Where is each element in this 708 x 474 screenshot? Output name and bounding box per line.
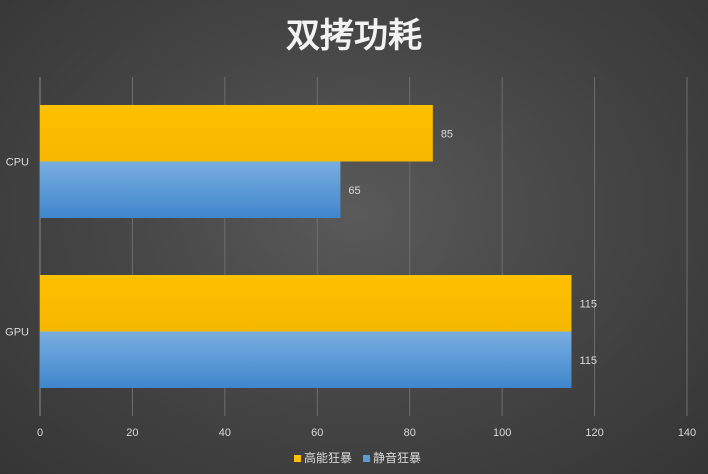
data-labels: 85 65 115 115 <box>348 128 597 367</box>
legend-swatch-0 <box>294 455 301 462</box>
x-tick-label: 0 <box>37 427 43 439</box>
data-label: 65 <box>348 185 360 197</box>
x-tick-label: 80 <box>404 427 416 439</box>
legend-label-1: 静音狂暴 <box>373 450 421 465</box>
bar-gpu-series-0 <box>40 275 572 332</box>
x-tick-label: 140 <box>678 427 696 439</box>
bar-gpu-series-1 <box>40 331 572 388</box>
x-tick-label: 120 <box>585 427 603 439</box>
legend: 高能狂暴 静音狂暴 <box>294 450 421 465</box>
y-category-label: GPU <box>5 327 29 339</box>
tick-labels: 0 20 40 60 80 100 120 140 CPU GPU <box>5 157 696 440</box>
x-tick-label: 60 <box>311 427 323 439</box>
legend-swatch-1 <box>363 455 370 462</box>
bar-cpu-series-0 <box>40 105 433 162</box>
x-tick-label: 40 <box>219 427 231 439</box>
x-tick-label: 100 <box>493 427 511 439</box>
legend-label-0: 高能狂暴 <box>304 450 352 465</box>
x-tick-label: 20 <box>126 427 138 439</box>
data-label: 85 <box>441 128 453 140</box>
y-category-label: CPU <box>6 157 29 169</box>
bars <box>40 105 572 388</box>
data-label: 115 <box>579 355 597 367</box>
data-label: 115 <box>579 298 597 310</box>
chart-title: 双拷功耗 <box>286 17 422 55</box>
bar-cpu-series-1 <box>40 161 341 218</box>
